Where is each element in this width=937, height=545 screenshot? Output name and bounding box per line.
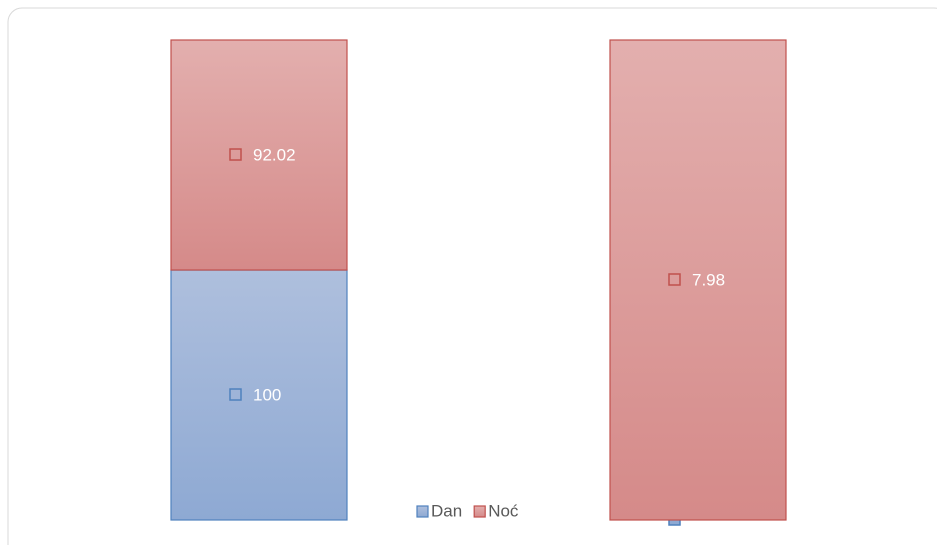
legend-label: Noć	[488, 501, 519, 520]
legend-key	[473, 505, 486, 518]
chart-frame	[7, 7, 937, 545]
legend-label: Dan	[431, 501, 462, 520]
bar-segment	[170, 39, 348, 271]
data-label: 7.98	[692, 270, 725, 289]
bar-segment	[170, 269, 348, 521]
label-key	[229, 388, 242, 401]
data-label: 100	[253, 385, 281, 404]
data-label: 92.02	[253, 145, 296, 164]
bar-segment	[609, 39, 787, 521]
legend-key	[416, 505, 429, 518]
label-key	[229, 148, 242, 161]
label-key	[668, 273, 681, 286]
